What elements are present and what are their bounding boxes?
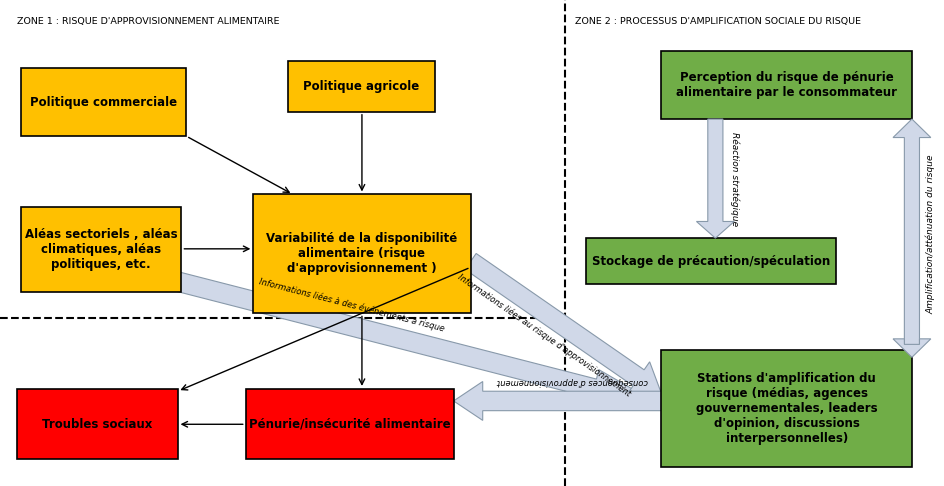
Polygon shape: [464, 254, 661, 394]
Text: Informations liées à des événements à risque: Informations liées à des événements à ri…: [258, 277, 445, 333]
Polygon shape: [892, 339, 930, 357]
Text: Informations liées au risque d'approvisionnement: Informations liées au risque d'approvisi…: [455, 272, 632, 398]
FancyBboxPatch shape: [661, 51, 911, 119]
FancyBboxPatch shape: [288, 61, 434, 112]
Text: Pénurie/insécurité alimentaire: Pénurie/insécurité alimentaire: [248, 417, 450, 431]
FancyBboxPatch shape: [245, 389, 453, 459]
FancyBboxPatch shape: [21, 68, 186, 136]
Text: Variabilité de la disponibilité
alimentaire (risque
d'approvisionnement ): Variabilité de la disponibilité alimenta…: [266, 232, 457, 276]
Polygon shape: [696, 119, 733, 238]
Polygon shape: [453, 382, 661, 420]
Text: ZONE 1 : RISQUE D'APPROVISIONNEMENT ALIMENTAIRE: ZONE 1 : RISQUE D'APPROVISIONNEMENT ALIM…: [17, 17, 279, 26]
Text: ZONE 2 : PROCESSUS D'AMPLIFICATION SOCIALE DU RISQUE: ZONE 2 : PROCESSUS D'AMPLIFICATION SOCIA…: [574, 17, 860, 26]
FancyBboxPatch shape: [253, 194, 470, 313]
Text: Politique agricole: Politique agricole: [303, 80, 419, 93]
Polygon shape: [96, 252, 661, 407]
Polygon shape: [892, 119, 930, 350]
Text: Stockage de précaution/spéculation: Stockage de précaution/spéculation: [591, 255, 830, 268]
Text: Amplification/atténuation du risque: Amplification/atténuation du risque: [925, 155, 935, 314]
Text: Perception du risque de pénurie
alimentaire par le consommateur: Perception du risque de pénurie alimenta…: [676, 71, 896, 99]
FancyBboxPatch shape: [585, 238, 835, 284]
FancyBboxPatch shape: [21, 207, 181, 292]
Text: Réaction stratégique: Réaction stratégique: [729, 132, 738, 226]
Text: Troubles sociaux: Troubles sociaux: [42, 417, 152, 431]
FancyBboxPatch shape: [661, 350, 911, 467]
Text: conséquences d'approvisionnement: conséquences d'approvisionnement: [497, 377, 647, 386]
Text: Stations d'amplification du
risque (médias, agences
gouvernementales, leaders
d': Stations d'amplification du risque (médi…: [695, 372, 877, 445]
Text: Aléas sectoriels , aléas
climatiques, aléas
politiques, etc.: Aléas sectoriels , aléas climatiques, al…: [25, 227, 177, 271]
FancyBboxPatch shape: [17, 389, 177, 459]
Text: Politique commerciale: Politique commerciale: [30, 96, 177, 108]
